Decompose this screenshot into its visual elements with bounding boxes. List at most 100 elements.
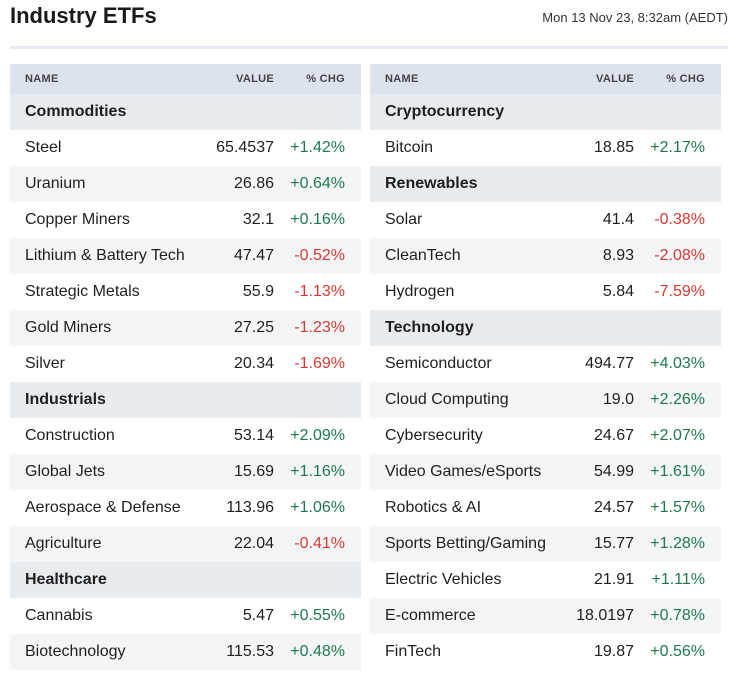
etf-change: -1.13% bbox=[294, 283, 345, 300]
table-row[interactable]: Solar 41.4 -0.38% bbox=[370, 202, 721, 238]
etf-name[interactable]: Bitcoin bbox=[385, 139, 434, 156]
etf-name[interactable]: Lithium & Battery Tech bbox=[25, 247, 185, 264]
etf-name[interactable]: FinTech bbox=[385, 643, 442, 660]
etf-name[interactable]: Cybersecurity bbox=[385, 427, 483, 444]
etf-value: 24.57 bbox=[593, 499, 634, 516]
etf-change: +2.09% bbox=[290, 427, 345, 444]
table-header: NAME VALUE % CHG bbox=[370, 64, 721, 94]
etf-name[interactable]: Hydrogen bbox=[385, 283, 455, 300]
column-header-name[interactable]: NAME bbox=[385, 73, 419, 85]
etf-name[interactable]: CleanTech bbox=[385, 247, 461, 264]
etf-value: 494.77 bbox=[585, 355, 634, 372]
table-row[interactable]: E-commerce 18.0197 +0.78% bbox=[370, 598, 721, 634]
table-row[interactable]: Gold Miners 27.25 -1.23% bbox=[10, 310, 361, 346]
etf-change: -7.59% bbox=[654, 283, 705, 300]
etf-value: 19.0 bbox=[602, 391, 634, 408]
etf-name[interactable]: Agriculture bbox=[25, 535, 102, 552]
table-row[interactable]: Lithium & Battery Tech 47.47 -0.52% bbox=[10, 238, 361, 274]
etf-value: 18.0197 bbox=[576, 607, 634, 624]
table-row[interactable]: CleanTech 8.93 -2.08% bbox=[370, 238, 721, 274]
table-row[interactable]: Sports Betting/Gaming 15.77 +1.28% bbox=[370, 526, 721, 562]
table-row[interactable]: Biotechnology 115.53 +0.48% bbox=[10, 634, 361, 670]
column-header-value[interactable]: VALUE bbox=[236, 73, 274, 85]
category-label: Industrials bbox=[25, 391, 106, 408]
etf-name[interactable]: Cloud Computing bbox=[385, 391, 509, 408]
table-row[interactable]: Cannabis 5.47 +0.55% bbox=[10, 598, 361, 634]
etf-table-left: NAME VALUE % CHG Commodities Steel 65.4537… bbox=[10, 64, 361, 670]
table-row[interactable]: Hydrogen 5.84 -7.59% bbox=[370, 274, 721, 310]
etf-name[interactable]: Video Games/eSports bbox=[385, 463, 542, 480]
etf-value: 113.96 bbox=[226, 499, 274, 516]
etf-name[interactable]: Semiconductor bbox=[385, 355, 492, 372]
etf-change: +0.56% bbox=[650, 643, 705, 660]
table-row[interactable]: Agriculture 22.04 -0.41% bbox=[10, 526, 361, 562]
etf-value: 8.93 bbox=[602, 247, 634, 264]
table-row[interactable]: Copper Miners 32.1 +0.16% bbox=[10, 202, 361, 238]
etf-value: 19.87 bbox=[593, 643, 634, 660]
etf-name[interactable]: Robotics & AI bbox=[385, 499, 482, 516]
etf-name[interactable]: Aerospace & Defense bbox=[25, 499, 181, 516]
table-row[interactable]: Cloud Computing 19.0 +2.26% bbox=[370, 382, 721, 418]
etf-name[interactable]: Gold Miners bbox=[25, 319, 112, 336]
etf-value: 53.14 bbox=[233, 427, 274, 444]
etf-name[interactable]: Global Jets bbox=[25, 463, 106, 480]
category-row[interactable]: Commodities bbox=[10, 94, 361, 130]
category-row[interactable]: Renewables bbox=[370, 166, 721, 202]
etf-change: +0.64% bbox=[290, 175, 345, 192]
table-row[interactable]: Semiconductor 494.77 +4.03% bbox=[370, 346, 721, 382]
table-row[interactable]: Global Jets 15.69 +1.16% bbox=[10, 454, 361, 490]
etf-value: 24.67 bbox=[593, 427, 634, 444]
category-row[interactable]: Healthcare bbox=[10, 562, 361, 598]
table-row[interactable]: Video Games/eSports 54.99 +1.61% bbox=[370, 454, 721, 490]
etf-change: +2.17% bbox=[650, 139, 705, 156]
table-row[interactable]: Aerospace & Defense 113.96 +1.06% bbox=[10, 490, 361, 526]
etf-change: -0.52% bbox=[294, 247, 345, 264]
category-label: Technology bbox=[385, 319, 474, 336]
table-row[interactable]: Uranium 26.86 +0.64% bbox=[10, 166, 361, 202]
etf-name[interactable]: Cannabis bbox=[25, 607, 93, 624]
etf-name[interactable]: E-commerce bbox=[385, 607, 476, 624]
table-row[interactable]: Silver 20.34 -1.69% bbox=[10, 346, 361, 382]
table-row[interactable]: Bitcoin 18.85 +2.17% bbox=[370, 130, 721, 166]
category-row[interactable]: Technology bbox=[370, 310, 721, 346]
etf-value: 55.9 bbox=[242, 283, 274, 300]
etf-change: -1.23% bbox=[294, 319, 345, 336]
column-header-name[interactable]: NAME bbox=[25, 73, 59, 85]
etf-change: +1.06% bbox=[290, 499, 345, 516]
etf-value: 15.69 bbox=[233, 463, 274, 480]
category-label: Commodities bbox=[25, 103, 127, 120]
etf-name[interactable]: Copper Miners bbox=[25, 211, 130, 228]
table-row[interactable]: Robotics & AI 24.57 +1.57% bbox=[370, 490, 721, 526]
etf-value: 18.85 bbox=[593, 139, 634, 156]
etf-name[interactable]: Electric Vehicles bbox=[385, 571, 502, 588]
category-row[interactable]: Industrials bbox=[10, 382, 361, 418]
etf-change: +0.16% bbox=[290, 211, 345, 228]
etf-value: 27.25 bbox=[233, 319, 274, 336]
table-row[interactable]: Steel 65.4537 +1.42% bbox=[10, 130, 361, 166]
etf-change: +4.03% bbox=[650, 355, 705, 372]
category-row[interactable]: Cryptocurrency bbox=[370, 94, 721, 130]
etf-name[interactable]: Construction bbox=[25, 427, 115, 444]
page-title: Industry ETFs bbox=[10, 3, 157, 28]
table-body: Commodities Steel 65.4537 +1.42% Uranium 26.8… bbox=[10, 94, 361, 670]
etf-name[interactable]: Strategic Metals bbox=[25, 283, 140, 300]
etf-value: 26.86 bbox=[233, 175, 274, 192]
etf-value: 5.84 bbox=[602, 283, 634, 300]
table-row[interactable]: Electric Vehicles 21.91 +1.11% bbox=[370, 562, 721, 598]
column-header-chg[interactable]: % CHG bbox=[306, 73, 345, 85]
etf-name[interactable]: Sports Betting/Gaming bbox=[385, 535, 546, 552]
etf-change: +2.07% bbox=[650, 427, 705, 444]
etf-name[interactable]: Biotechnology bbox=[25, 643, 126, 660]
table-row[interactable]: Cybersecurity 24.67 +2.07% bbox=[370, 418, 721, 454]
table-row[interactable]: Strategic Metals 55.9 -1.13% bbox=[10, 274, 361, 310]
etf-name[interactable]: Steel bbox=[25, 139, 62, 156]
column-header-value[interactable]: VALUE bbox=[596, 73, 634, 85]
etf-change: +1.11% bbox=[651, 571, 705, 588]
column-header-chg[interactable]: % CHG bbox=[666, 73, 705, 85]
etf-name[interactable]: Silver bbox=[25, 355, 66, 372]
etf-value: 15.77 bbox=[593, 535, 634, 552]
etf-name[interactable]: Solar bbox=[385, 211, 423, 228]
table-row[interactable]: FinTech 19.87 +0.56% bbox=[370, 634, 721, 670]
etf-name[interactable]: Uranium bbox=[25, 175, 86, 192]
table-row[interactable]: Construction 53.14 +2.09% bbox=[10, 418, 361, 454]
